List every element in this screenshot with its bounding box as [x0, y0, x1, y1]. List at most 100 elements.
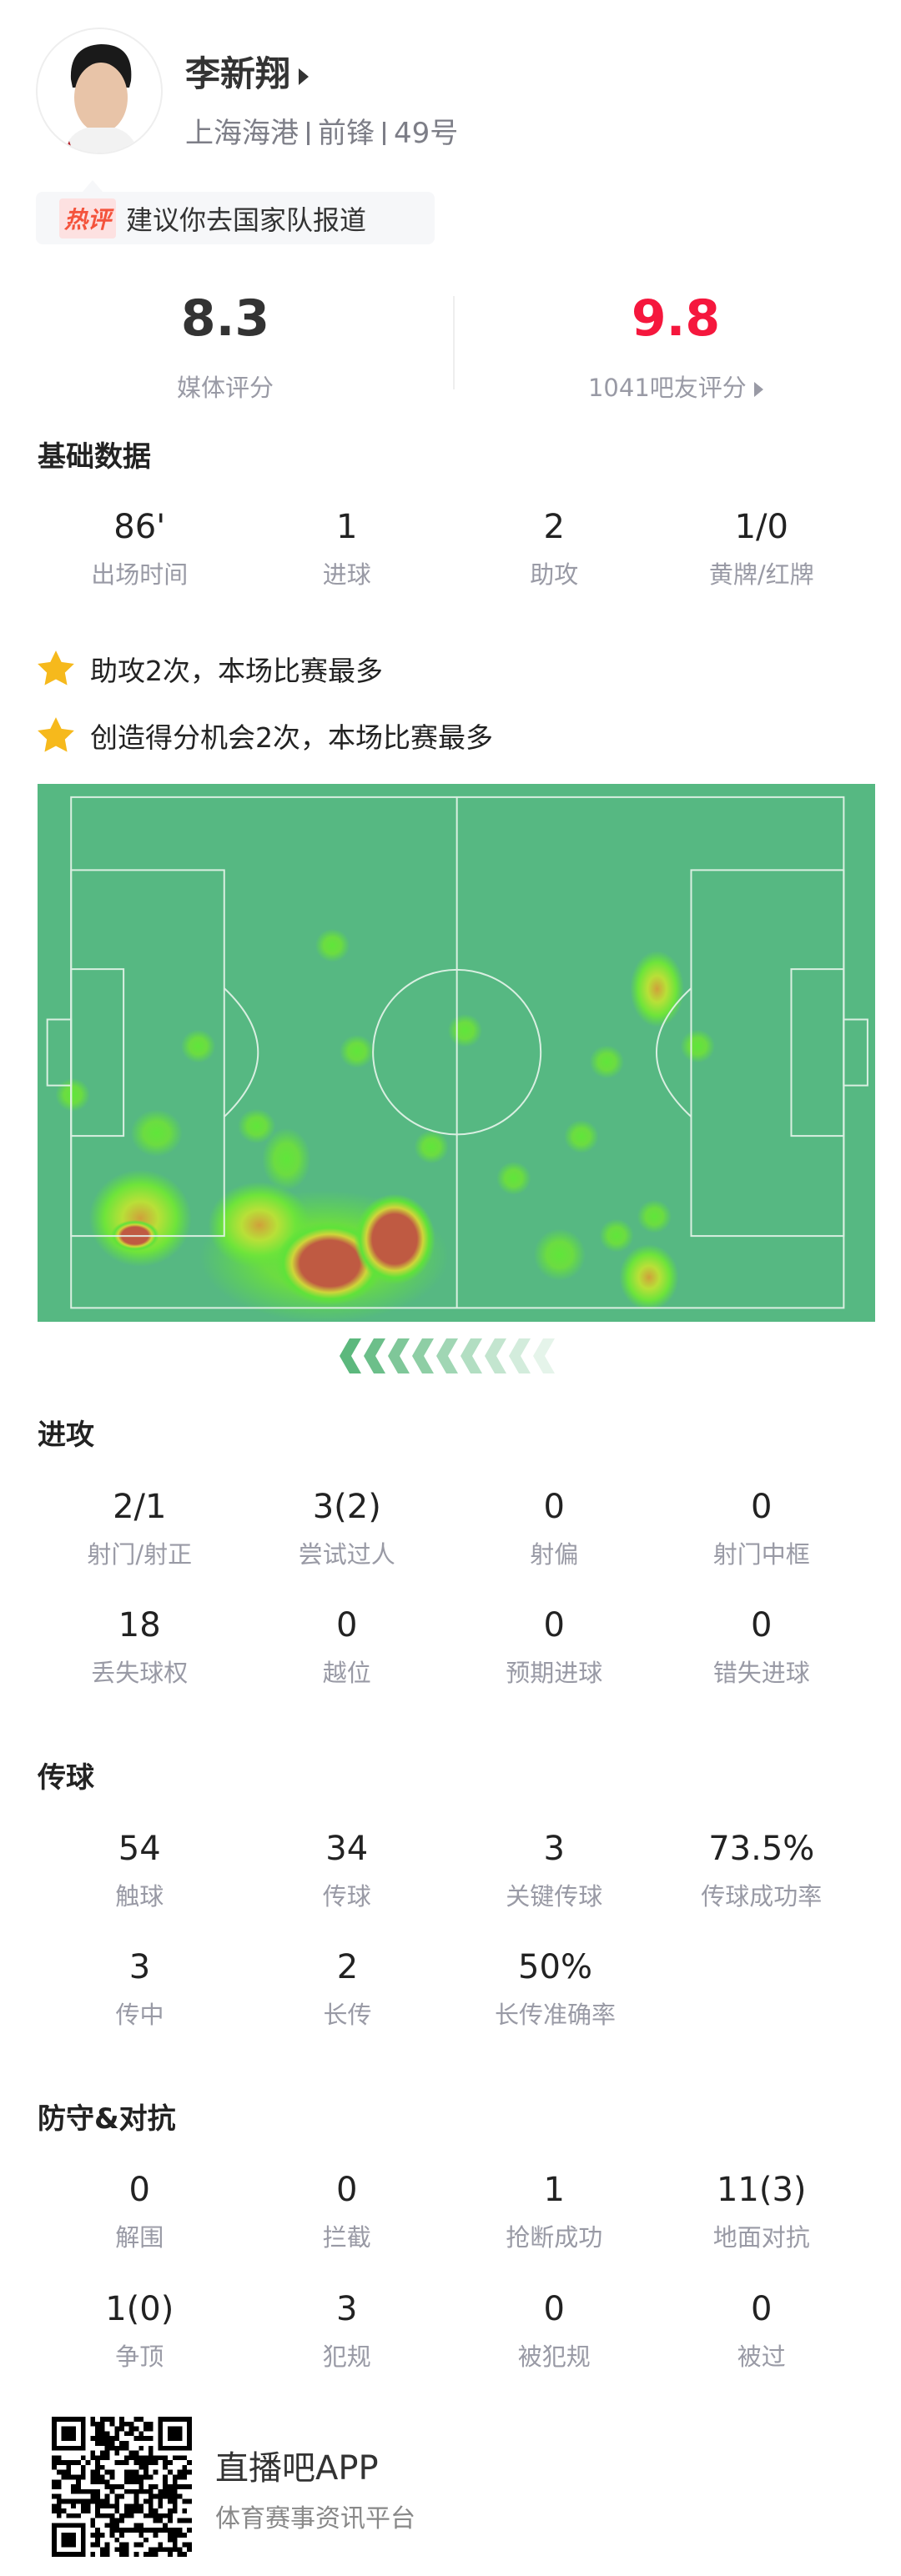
chevron-left-icon [340, 1338, 361, 1373]
heat-spot [180, 1029, 216, 1063]
stat-cell: 0 预期进球 [450, 1607, 658, 1689]
heat-spot [680, 1029, 716, 1063]
chevron-left-icon [461, 1338, 482, 1373]
chevron-left-icon [412, 1338, 434, 1373]
passing-stats-row: 54 触球 34 传球 3 关键传球 73.5% 传球成功率 [0, 1830, 901, 1912]
section-title-defense: 防守&对抗 [38, 2102, 176, 2136]
heat-spot [339, 1034, 375, 1068]
stat-label: 越位 [322, 1659, 371, 1687]
stat-value: 3(2) [312, 1488, 381, 1526]
stat-cell: 0 越位 [244, 1607, 451, 1689]
heat-spot [630, 951, 685, 1027]
stat-value: 1 [543, 2171, 565, 2209]
fan-rating-label: 1041吧友评分 [450, 369, 901, 404]
media-rating: 8.3 媒体评分 [0, 294, 450, 404]
app-tagline: 体育赛事资讯平台 [215, 2504, 415, 2533]
stat-label: 传球成功率 [701, 1882, 823, 1911]
basic-stats-row: 86' 出场时间 1 进球 2 助攻 1/0 黄牌/红牌 [0, 509, 901, 590]
player-name[interactable]: 李新翔 [185, 46, 310, 97]
heat-spot [589, 1045, 625, 1079]
stat-label: 长传 [323, 2001, 372, 2029]
stat-value: 0 [543, 2290, 565, 2328]
stat-value: 2/1 [113, 1488, 167, 1526]
stat-label: 出场时间 [91, 560, 189, 589]
fan-rating-label-text: 1041吧友评分 [587, 374, 747, 402]
caret-right-icon [754, 382, 764, 397]
stat-value: 1/0 [734, 508, 788, 546]
highlight-text: 助攻2次，本场比赛最多 [90, 655, 383, 687]
heat-spot [237, 1108, 276, 1144]
chevron-left-icon [485, 1338, 506, 1373]
avatar[interactable] [36, 28, 163, 154]
passing-stats-row: 3 传中 2 长传 50% 长传准确率 [0, 1949, 901, 2031]
player-name-text: 李新翔 [185, 53, 291, 94]
stat-value: 0 [543, 1606, 565, 1645]
highlight-item: 助攻2次，本场比赛最多 [35, 649, 383, 689]
section-title-attack: 进攻 [38, 1419, 94, 1452]
stat-label: 被过 [737, 2343, 786, 2371]
chevron-left-icon [436, 1338, 458, 1373]
defense-stats-row: 0 解围 0 拦截 1 抢断成功 11(3) 地面对抗 [0, 2172, 901, 2253]
stat-value: 3 [336, 2290, 358, 2328]
stat-value: 50% [518, 1948, 592, 1986]
chevron-left-icon [364, 1338, 385, 1373]
stat-value: 11(3) [716, 2171, 807, 2209]
player-info: 上海海港 前锋 49号 [185, 110, 458, 151]
hot-comment-badge: 热评 [59, 198, 117, 239]
stat-label: 长传准确率 [494, 2001, 616, 2029]
team: 上海海港 [185, 117, 299, 150]
stat-cell: 1(0) 争顶 [36, 2291, 244, 2373]
stat-label: 射偏 [530, 1540, 579, 1569]
star-icon [38, 717, 74, 752]
position: 前锋 [318, 117, 375, 150]
stat-value: 1 [336, 508, 358, 546]
stat-value: 0 [751, 2290, 773, 2328]
media-rating-label: 媒体评分 [176, 374, 274, 402]
attack-direction-chevrons [340, 1338, 555, 1373]
stat-label: 关键传球 [506, 1882, 603, 1911]
attack-stats-row: 18 丢失球权 0 越位 0 预期进球 0 错失进球 [0, 1607, 901, 1689]
stat-cell: 3 关键传球 [450, 1830, 658, 1912]
hot-comment-text: 建议你去国家队报道 [126, 203, 367, 236]
stat-value: 3 [128, 1948, 151, 1986]
heat-spot [354, 1193, 435, 1284]
stat-label: 错失进球 [712, 1659, 810, 1687]
stat-value: 86' [113, 508, 166, 546]
player-photo [63, 44, 138, 153]
heat-spot [496, 1161, 531, 1195]
stat-label: 传中 [115, 2001, 164, 2029]
heat-spot [130, 1109, 183, 1157]
heat-spot [414, 1130, 449, 1164]
stat-cell: 73.5% 传球成功率 [658, 1830, 866, 1912]
stat-label: 尝试过人 [298, 1540, 395, 1569]
stat-cell: 54 触球 [36, 1830, 244, 1912]
fan-rating[interactable]: 9.8 1041吧友评分 [450, 294, 901, 404]
stat-cell: 18 丢失球权 [36, 1607, 244, 1689]
stat-value: 18 [118, 1606, 161, 1645]
heatmap [38, 784, 875, 1323]
qr-code[interactable] [52, 2417, 192, 2557]
highlight-text: 创造得分机会2次，本场比赛最多 [90, 721, 493, 754]
heat-spot [262, 1127, 311, 1191]
separator [383, 122, 385, 145]
stat-label: 进球 [322, 560, 371, 589]
stat-value: 73.5% [708, 1830, 815, 1868]
star-icon [38, 650, 74, 685]
media-rating-value: 8.3 [180, 289, 270, 348]
stat-label: 被犯规 [517, 2343, 591, 2371]
heatmap-pitch [38, 784, 875, 1323]
separator [307, 122, 310, 145]
stat-cell: 0 拦截 [244, 2172, 451, 2253]
defense-stats-row: 1(0) 争顶 3 犯规 0 被犯规 0 被过 [0, 2291, 901, 2373]
stat-cell: 3 传中 [36, 1949, 244, 2031]
stat-label: 抢断成功 [506, 2223, 603, 2252]
stat-cell: 0 被犯规 [450, 2291, 658, 2373]
stat-cell: 0 被过 [658, 2291, 866, 2373]
hot-comment[interactable]: 热评 建议你去国家队报道 [36, 180, 435, 244]
heat-spot [564, 1119, 599, 1153]
attack-stats-row: 2/1 射门/射正 3(2) 尝试过人 0 射偏 0 射门中框 [0, 1489, 901, 1570]
stat-cell: 2/1 射门/射正 [36, 1489, 244, 1570]
stat-cell: 2 长传 [244, 1949, 451, 2031]
stat-value: 54 [118, 1830, 161, 1868]
stat-value: 2 [543, 508, 565, 546]
